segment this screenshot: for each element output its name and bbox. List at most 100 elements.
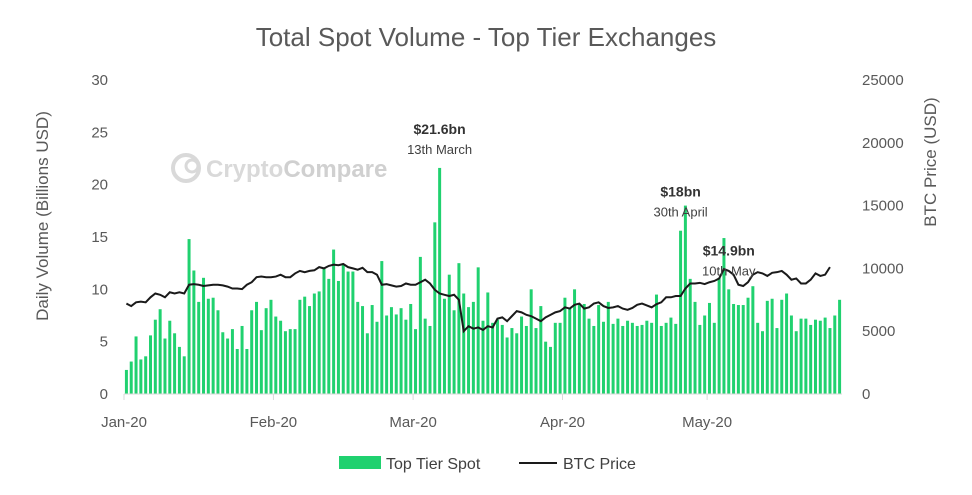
watermark-text-a: Crypto [206,156,283,183]
bar-day-115 [679,230,683,394]
bar-day-134 [770,298,774,394]
bar-series [124,167,842,394]
bar-day-21 [226,338,230,394]
bar-day-11 [177,346,181,394]
bar-day-27 [255,301,259,394]
y-left-tick-1: 5 [100,334,108,351]
bar-day-128 [741,305,745,394]
bar-day-86 [539,306,543,394]
bar-day-23 [235,348,239,394]
bar-day-20 [221,332,225,394]
bar-day-15 [197,301,201,394]
bar-day-61 [418,256,422,394]
bar-day-6 [153,319,157,394]
bar-day-123 [717,277,721,394]
bar-day-59 [409,303,413,394]
annotation-date-1: 30th April [653,205,707,220]
bar-day-143 [814,319,817,394]
bar-day-13 [187,239,191,394]
bar-day-90 [558,322,562,394]
bar-day-7 [158,309,162,394]
bar-day-32 [279,320,283,394]
bar-day-79 [505,337,509,394]
bar-day-10 [173,333,177,394]
legend-label-top-tier-spot: Top Tier Spot [386,456,481,473]
annotation-value-0: $21.6bn [414,121,466,137]
bar-day-129 [746,297,750,394]
bar-day-43 [332,249,336,394]
bar-day-105 [630,322,634,394]
bar-day-139 [794,331,798,394]
bar-day-146 [828,328,832,394]
y-axis-right: 0 5000 10000 15000 20000 25000 [862,72,904,403]
bar-day-141 [804,318,808,394]
bar-day-95 [582,303,586,394]
bar-day-140 [799,318,803,394]
bar-day-91 [563,297,567,394]
bar-day-113 [669,317,673,394]
y-right-tick-5: 25000 [862,72,904,89]
bar-day-80 [510,328,514,394]
bar-day-39 [312,293,316,394]
bar-day-5 [149,335,152,394]
y-right-tick-1: 5000 [862,323,895,340]
annotation-value-2: $14.9bn [703,242,755,258]
bar-day-103 [621,325,625,394]
bar-day-41 [322,268,326,394]
bar-day-35 [293,329,297,394]
bar-day-127 [736,305,740,394]
x-tick-label-1: Feb-20 [250,414,298,431]
bar-day-63 [428,325,432,394]
x-tick-label-4: May-20 [682,414,732,431]
y-left-tick-3: 15 [91,229,108,246]
bar-day-64 [433,222,437,394]
bar-day-111 [659,325,663,394]
bar-day-89 [553,322,557,394]
bar-day-12 [182,356,186,394]
bar-day-110 [654,294,658,394]
bar-day-25 [245,348,249,394]
bar-day-17 [206,298,210,394]
chart-title: Total Spot Volume - Top Tier Exchanges [256,22,717,52]
bar-day-109 [650,322,654,394]
bar-day-82 [520,316,524,394]
bar-day-49 [361,306,365,394]
bar-day-108 [645,320,649,394]
annotation-date-0: 13th March [407,142,472,157]
bar-day-144 [818,320,822,394]
bar-day-145 [823,317,827,394]
bar-day-133 [765,300,769,394]
bar-day-55 [389,307,393,394]
bar-day-94 [577,303,581,394]
bar-day-45 [341,264,345,394]
bar-day-96 [587,318,591,394]
bar-day-33 [283,331,287,394]
y-axis-left-label: Daily Volume (Billions USD) [33,111,52,321]
bar-day-142 [809,324,813,394]
bar-day-57 [399,308,403,394]
bar-day-125 [727,289,731,394]
y-axis-left: 0 5 10 15 20 25 30 [91,72,108,403]
bar-day-97 [592,325,596,394]
bar-day-138 [789,315,793,394]
bar-day-116 [683,205,687,394]
bar-day-100 [606,301,610,394]
x-tick-label-0: Jan-20 [101,414,147,431]
bar-day-14 [192,270,196,394]
annotation-date-2: 10th May [702,263,756,278]
bar-day-56 [394,314,398,394]
bar-day-102 [616,318,620,394]
bar-day-68 [452,310,456,394]
bar-day-53 [380,261,384,394]
bar-day-40 [317,291,321,394]
bar-day-147 [833,315,837,394]
bar-day-44 [336,280,340,394]
watermark-logo: CryptoCompare [171,153,387,183]
bar-day-81 [515,333,519,394]
bar-day-107 [640,324,644,394]
btc-price-line [125,262,831,334]
bar-day-26 [250,310,254,394]
bar-day-62 [423,318,427,394]
bar-day-78 [500,324,504,394]
bar-day-22 [230,329,234,394]
